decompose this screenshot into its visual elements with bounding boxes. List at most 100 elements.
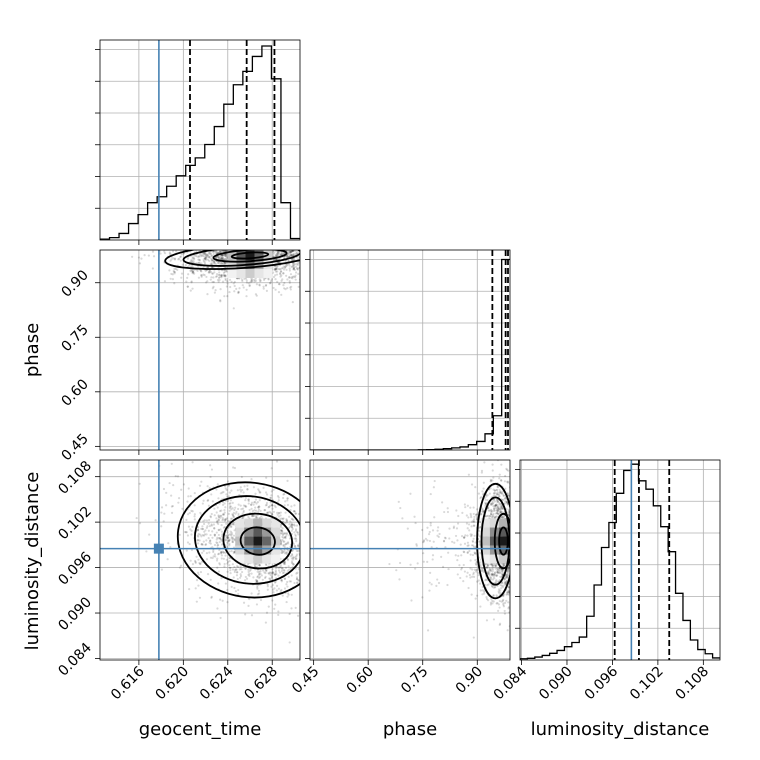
sample-point [210, 493, 213, 496]
sample-point [219, 528, 222, 531]
sample-point [508, 611, 510, 614]
sample-point [301, 256, 303, 258]
sample-point [297, 545, 300, 548]
sample-point [208, 525, 212, 528]
sample-point [237, 507, 240, 511]
sample-point [224, 274, 227, 277]
sample-point [283, 287, 286, 290]
sample-point [286, 585, 289, 588]
sample-point [497, 603, 500, 606]
sample-point [283, 266, 287, 270]
sample-point [228, 564, 231, 567]
sample-point [292, 510, 296, 513]
sample-point [236, 577, 239, 581]
sample-point [272, 255, 275, 258]
sample-point [397, 500, 400, 503]
sample-point [154, 519, 157, 522]
sample-point [168, 269, 171, 272]
sample-point [292, 267, 295, 271]
sample-point [186, 257, 189, 260]
sample-point [314, 561, 316, 563]
sample-point [465, 575, 468, 578]
sample-point [444, 537, 447, 540]
sample-point [489, 568, 492, 571]
sample-point [466, 571, 469, 574]
sample-point [462, 563, 465, 567]
sample-point [304, 563, 306, 565]
sample-point [219, 551, 223, 554]
sample-point [228, 538, 231, 542]
sample-point [485, 495, 488, 498]
density-cell [245, 268, 255, 278]
sample-point [494, 504, 497, 508]
sample-point [332, 280, 334, 282]
sample-point [237, 512, 240, 515]
sample-point [195, 555, 198, 558]
sample-point [273, 607, 276, 610]
sample-point [208, 252, 211, 255]
sample-point [229, 533, 232, 536]
sample-point [328, 260, 330, 262]
sample-point [214, 262, 217, 266]
sample-point [491, 602, 494, 605]
sample-point [172, 257, 175, 260]
sample-point [273, 581, 277, 584]
sample-point [216, 607, 219, 610]
sample-point [274, 274, 277, 277]
sample-point [245, 295, 248, 298]
sample-point [474, 562, 477, 565]
sample-point [291, 250, 295, 253]
sample-point [315, 524, 317, 526]
sample-point [492, 492, 496, 495]
sample-point [483, 590, 486, 593]
sample-point [269, 511, 272, 514]
sample-point [189, 528, 192, 531]
sample-point [324, 619, 326, 621]
sample-point [297, 579, 300, 582]
sample-point [496, 500, 499, 503]
sample-point [289, 524, 293, 527]
sample-point [196, 255, 199, 258]
sample-point [463, 570, 466, 573]
sample-point [507, 567, 510, 570]
sample-point [275, 584, 279, 587]
sample-point [209, 539, 212, 543]
density-cell [227, 259, 237, 269]
sample-point [301, 267, 303, 269]
sample-point [323, 253, 325, 255]
sample-point [290, 517, 293, 520]
sample-point [506, 629, 509, 632]
sample-point [301, 518, 303, 520]
sample-point [220, 554, 224, 557]
sample-point [489, 512, 493, 516]
sample-point [272, 588, 275, 591]
sample-point [265, 283, 268, 287]
sample-point [166, 558, 169, 561]
sample-point [283, 577, 286, 580]
sample-point [272, 571, 275, 574]
sample-point [258, 571, 261, 574]
sample-point [229, 505, 233, 508]
sample-point [235, 574, 239, 577]
sample-point [339, 253, 341, 255]
sample-point [217, 514, 220, 517]
sample-point [219, 616, 222, 620]
sample-point [259, 572, 262, 575]
sample-point [291, 562, 294, 565]
sample-point [258, 572, 261, 575]
sample-point [206, 253, 209, 256]
sample-point [267, 572, 271, 575]
sample-point [225, 517, 229, 520]
sample-point [496, 488, 499, 491]
sample-point [223, 565, 226, 568]
sample-point [225, 285, 228, 288]
sample-point [498, 569, 501, 572]
sample-point [219, 516, 222, 519]
sample-point [325, 564, 327, 566]
sample-point [222, 551, 225, 554]
sample-point [217, 516, 221, 519]
sample-point [220, 550, 223, 554]
sample-point [195, 600, 198, 603]
sample-point [294, 274, 297, 277]
sample-point [492, 501, 495, 504]
